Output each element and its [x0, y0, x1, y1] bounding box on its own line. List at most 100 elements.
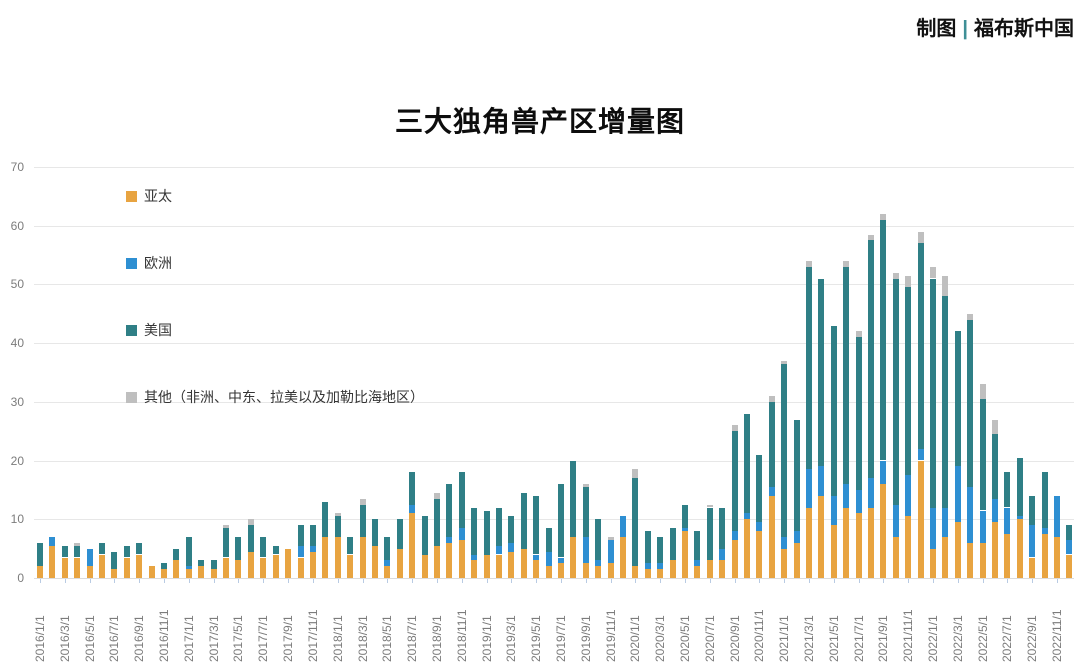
bar-2017/9/1-亚太 [285, 548, 291, 578]
x-axis-label: 2017/7/1 [256, 615, 271, 662]
bar-2021/10/1-其他（非洲、中东、拉美以及加勒比海地区） [892, 272, 899, 279]
bar-2019/7/1-欧洲 [557, 557, 564, 564]
bar-2018/7/1-美国 [409, 472, 416, 505]
bar-2021/11/1-美国 [905, 287, 912, 476]
y-axis-label: 60 [10, 218, 24, 233]
bar-2017/5/1-亚太 [235, 560, 242, 578]
bar-2019/12/1-欧洲 [619, 516, 626, 537]
bar-2019/6/1-美国 [545, 528, 552, 552]
bar-2022/9/1-欧洲 [1029, 525, 1036, 558]
bar-2020/7/1-亚太 [706, 560, 713, 578]
bar-2018/7/1-欧洲 [409, 504, 416, 514]
x-axis-tick [238, 579, 240, 583]
y-axis-label: 50 [10, 277, 24, 292]
y-axis-label: 10 [10, 512, 24, 527]
x-axis-tick [263, 579, 265, 583]
bar-2019/2/1-亚太 [495, 554, 502, 578]
bar-2020/11/1-美国 [756, 454, 763, 523]
bar-2021/4/1-欧洲 [818, 466, 825, 496]
bar-2022/7/1-美国 [1004, 472, 1011, 508]
x-axis-tick [1032, 579, 1034, 583]
y-axis-label: 40 [10, 336, 24, 351]
x-axis-tick [833, 579, 835, 583]
x-axis-label: 2020/9/1 [727, 615, 742, 662]
bar-2021/4/1-亚太 [818, 495, 825, 578]
x-axis-label: 2020/1/1 [628, 615, 643, 662]
bar-2021/9/1-亚太 [880, 484, 887, 578]
bar-2016/9/1-亚太 [136, 554, 143, 578]
bar-2020/2/1-欧洲 [644, 563, 651, 570]
bar-2020/11/1-欧洲 [756, 522, 763, 531]
x-axis-label: 2017/9/1 [281, 615, 295, 662]
bar-2022/4/1-美国 [967, 319, 974, 487]
bar-2020/9/1-亚太 [731, 539, 738, 578]
bar-2018/5/1-亚太 [384, 566, 391, 578]
x-axis-tick [1007, 579, 1009, 583]
bar-2021/10/1-美国 [892, 278, 899, 505]
bar-2017/2/1-亚太 [198, 566, 205, 578]
bar-2020/5/1-亚太 [681, 531, 688, 578]
bar-2021/12/1-亚太 [917, 460, 924, 578]
bar-2022/12/1-美国 [1066, 525, 1073, 540]
x-axis-label: 2018/11/1 [454, 609, 469, 663]
bar-2020/1/1-亚太 [632, 566, 639, 578]
chart-title: 三大独角兽产区增量图 [394, 106, 685, 137]
x-axis-label: 2018/5/1 [380, 615, 395, 662]
bar-2018/4/1-亚太 [371, 545, 378, 578]
x-axis-tick [188, 579, 190, 583]
bar-2022/12/1-亚太 [1066, 554, 1073, 578]
bar-2021/8/1-其他（非洲、中东、拉美以及加勒比海地区） [868, 234, 874, 241]
bar-2021/8/1-美国 [868, 240, 874, 479]
x-axis-tick [40, 579, 41, 583]
bar-2019/6/1-欧洲 [545, 551, 552, 567]
gridline-y-10 [34, 519, 1074, 521]
bar-2016/2/1-亚太 [49, 545, 56, 578]
gridline-y-60 [34, 225, 1074, 227]
bar-2017/7/1-亚太 [260, 557, 267, 578]
bar-2017/7/1-美国 [260, 536, 267, 558]
bar-2021/3/1-欧洲 [806, 469, 812, 508]
gridline-y-50 [34, 284, 1074, 286]
legend-swatch-icon [126, 257, 137, 269]
x-axis-label: 2022/11/1 [1050, 609, 1064, 663]
x-axis-label: 2016/9/1 [132, 615, 147, 662]
bar-2019/11/1-亚太 [607, 563, 614, 578]
bar-2017/10/1-欧洲 [297, 545, 304, 558]
bar-2019/7/1-亚太 [557, 563, 564, 578]
bar-2018/9/1-亚太 [433, 545, 440, 578]
bar-2019/9/1-其他（非洲、中东、拉美以及加勒比海地区） [582, 484, 589, 487]
bar-2022/7/1-亚太 [1004, 534, 1011, 578]
x-axis-tick [684, 579, 686, 583]
bar-2021/9/1-美国 [880, 219, 887, 461]
x-axis-tick [164, 579, 165, 583]
bar-2016/5/1-欧洲 [86, 548, 93, 567]
x-axis-tick [610, 579, 612, 583]
bar-2018/2/1-亚太 [347, 554, 354, 578]
bar-2020/2/1-美国 [644, 531, 651, 564]
bar-2018/1/1-其他（非洲、中东、拉美以及加勒比海地区） [334, 513, 341, 517]
bar-2021/5/1-亚太 [830, 525, 837, 578]
credit-separator: | [962, 18, 968, 40]
bar-2020/9/1-其他（非洲、中东、拉美以及加勒比海地区） [731, 425, 738, 432]
credit-prefix: 制图 [916, 18, 957, 40]
bar-2018/6/1-亚太 [396, 548, 403, 578]
bar-2022/1/1-亚太 [930, 548, 936, 578]
x-axis-tick [635, 579, 637, 583]
legend-swatch-icon [126, 190, 137, 202]
bar-2018/11/1-亚太 [458, 539, 465, 578]
bar-2018/10/1-美国 [446, 484, 453, 537]
bar-2019/1/1-美国 [483, 510, 490, 555]
bar-2021/1/1-欧洲 [781, 536, 788, 549]
bar-2016/6/1-美国 [99, 542, 105, 555]
bar-2021/11/1-欧洲 [905, 475, 912, 517]
bar-2022/6/1-欧洲 [992, 498, 998, 523]
bar-2020/4/1-亚太 [669, 560, 676, 578]
x-axis-label: 2020/7/1 [702, 615, 717, 662]
bar-2016/10/1-亚太 [148, 566, 155, 578]
bar-2018/5/1-美国 [384, 536, 391, 561]
bar-2018/7/1-亚太 [409, 513, 416, 578]
bar-2020/7/1-其他（非洲、中东、拉美以及加勒比海地区） [706, 504, 713, 508]
bar-2021/3/1-美国 [806, 266, 812, 470]
bar-2020/12/1-美国 [768, 401, 775, 487]
bar-2018/10/1-亚太 [446, 542, 453, 578]
